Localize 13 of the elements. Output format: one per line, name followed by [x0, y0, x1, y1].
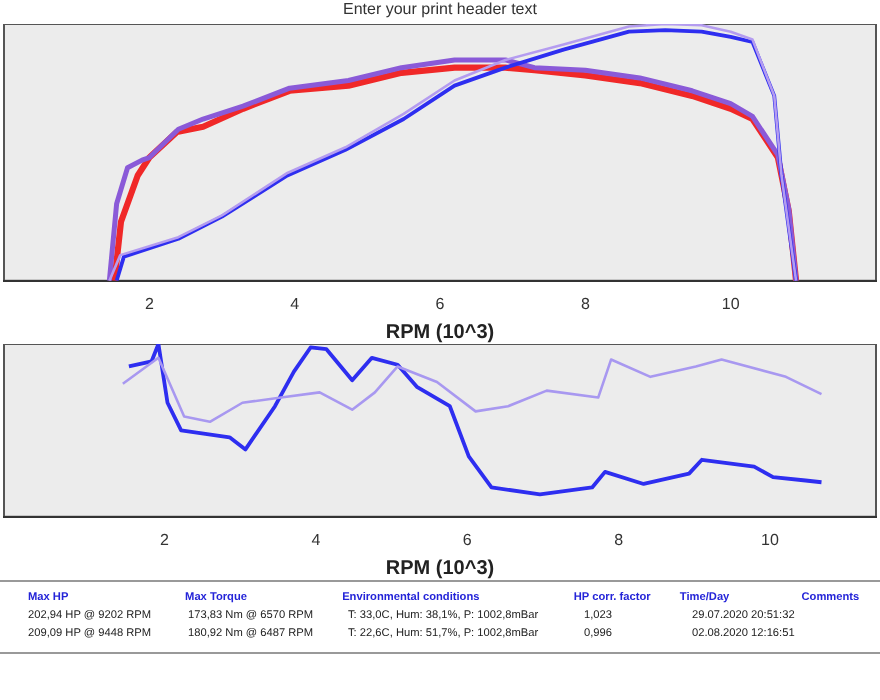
x-tick-label: 2 — [160, 530, 171, 549]
x-tick-label: 2 — [144, 294, 155, 313]
x-tick-label: 8 — [614, 530, 625, 549]
x-tick-label: 4 — [290, 294, 301, 313]
x-axis-title: RPM (10^3) — [385, 321, 495, 344]
x-axis-title: RPM (10^3) — [385, 557, 495, 580]
x-tick-label: 6 — [462, 530, 473, 549]
x-tick-label: 6 — [435, 294, 446, 313]
x-tick-label: 8 — [580, 294, 591, 313]
x-tick-label: 4 — [311, 530, 322, 549]
x-tick-label: 10 — [721, 294, 741, 313]
chart-title: Enter your print header text — [341, 0, 539, 22]
x-tick-label: 10 — [761, 530, 781, 549]
